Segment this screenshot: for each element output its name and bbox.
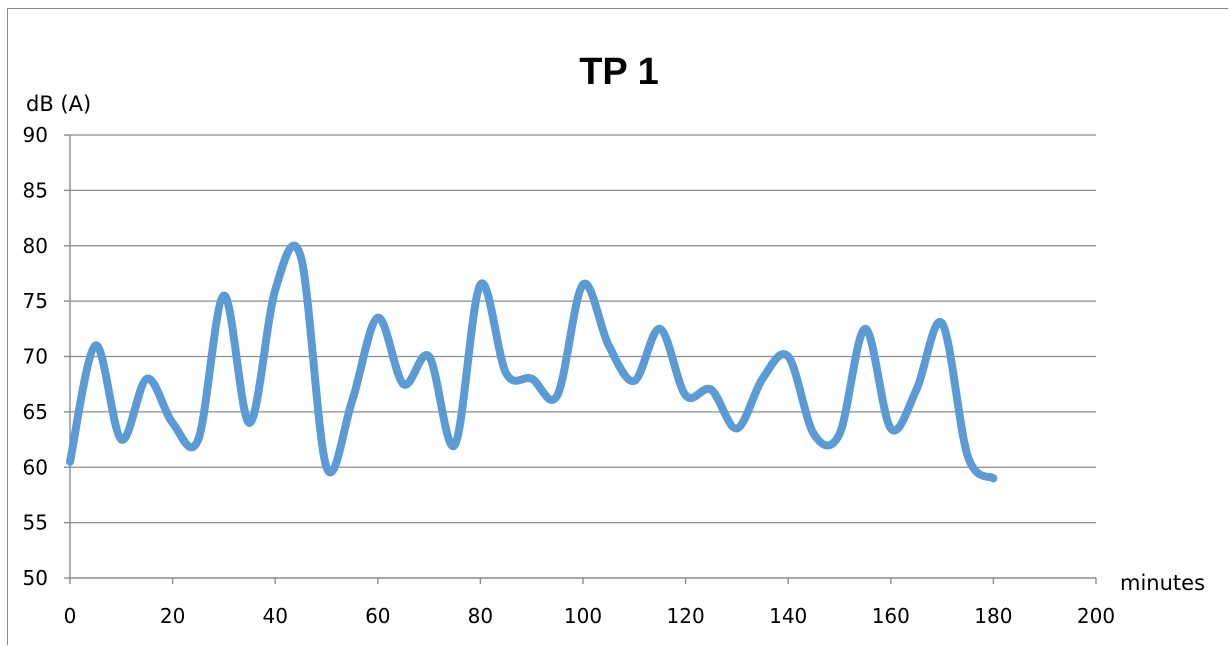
y-tick-label: 85 <box>23 178 48 202</box>
x-tick-label: 40 <box>262 604 287 628</box>
chart-title: TP 1 <box>579 51 659 93</box>
x-tick-label: 60 <box>365 604 390 628</box>
y-axis-label: dB (A) <box>26 92 91 116</box>
axes <box>64 134 1097 584</box>
x-tick-label: 0 <box>64 604 77 628</box>
x-axis-label: minutes <box>1120 571 1205 595</box>
y-tick-label: 70 <box>23 345 48 369</box>
chart-frame <box>7 8 1228 645</box>
x-tick-label: 20 <box>160 604 185 628</box>
series-layer <box>66 241 998 483</box>
labels: TP 1 dB (A) minutes 50 55 60 65 70 75 80 85 90 0 2… <box>23 51 1205 628</box>
y-tick-label: 65 <box>23 400 48 424</box>
x-tick-label: 120 <box>667 604 705 628</box>
x-tick-label: 160 <box>872 604 910 628</box>
y-tick-label: 75 <box>23 289 48 313</box>
x-tick-label: 80 <box>468 604 493 628</box>
x-tick-label: 200 <box>1077 604 1115 628</box>
y-tick-label: 80 <box>23 234 48 258</box>
x-tick-label: 140 <box>769 604 807 628</box>
x-tick-label: 100 <box>564 604 602 628</box>
gridlines <box>70 134 1096 524</box>
y-tick-label: 90 <box>23 123 48 147</box>
y-tick-label: 50 <box>23 566 48 590</box>
y-tick-label: 60 <box>23 455 48 479</box>
series-line-0 <box>66 241 998 483</box>
y-tick-label: 55 <box>23 511 48 535</box>
x-tick-label: 180 <box>974 604 1012 628</box>
